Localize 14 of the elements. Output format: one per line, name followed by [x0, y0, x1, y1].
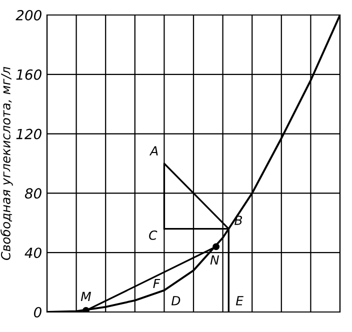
y-axis-title: Свободная углекислота, мг/л	[0, 66, 13, 260]
annotation: A	[149, 146, 158, 156]
y-tick-label: 80	[24, 188, 42, 199]
y-tick-label: 0	[34, 306, 42, 318]
annotation: E	[236, 296, 244, 306]
y-tick-label: 40	[24, 248, 42, 258]
y-tick-label: 200	[16, 10, 42, 20]
y-tick-label: 160	[16, 69, 42, 80]
annotation: N	[210, 255, 220, 264]
annotation: C	[149, 230, 158, 240]
annotation: D	[171, 296, 180, 306]
y-tick-label: 120	[16, 128, 42, 140]
annotation: F	[153, 278, 160, 288]
annotation: M	[80, 292, 92, 301]
